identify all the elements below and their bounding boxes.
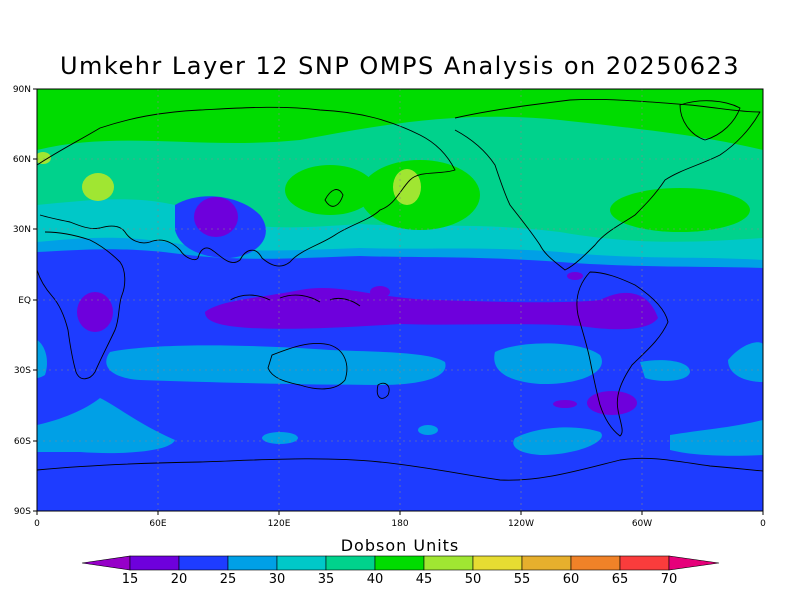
coast-europe-asia [37, 106, 456, 267]
colorbar-title: Dobson Units [340, 536, 460, 555]
coast-japan [324, 189, 344, 207]
colorbar-label-20: 20 [171, 572, 188, 587]
contour-south-25-30-d [728, 342, 763, 382]
lon-label-120e: 120E [268, 519, 291, 529]
coast-south-america [576, 271, 669, 437]
coast-australia [267, 343, 348, 390]
lat-label-30s: 30S [14, 366, 31, 376]
lon-label-60w: 60W [632, 519, 652, 529]
contour-equator-15-20 [205, 287, 658, 330]
contour-south-25-30-e [37, 340, 48, 378]
contour-south-25-30-c [640, 360, 690, 381]
coast-africa [37, 231, 126, 380]
contour-equator-15-20-dot2 [567, 272, 583, 280]
coastlines [37, 99, 763, 481]
contour-samerica-15-20b [553, 400, 577, 408]
colorbar-swatch-3 [227, 555, 278, 571]
map-title: Umkehr Layer 12 SNP OMPS Analysis on 202… [59, 52, 741, 80]
tick-marks [33, 88, 764, 515]
colorbar-swatch-7 [423, 555, 474, 571]
lon-label-180: 180 [391, 519, 408, 529]
colorbar-label-30: 30 [269, 572, 286, 587]
lon-label-120w: 120W [508, 519, 534, 529]
contour-equator-15-20-africa [77, 292, 113, 332]
colorbar-swatch-11 [619, 555, 670, 571]
contour-south-50s-d [513, 427, 602, 455]
contour-green-patch-central-asia [285, 165, 375, 215]
contour-spot-45-50-west [37, 152, 51, 164]
colorbar-label-60: 60 [563, 572, 580, 587]
colorbar-arrow-low [81, 555, 131, 571]
contour-equator-15-20-dot [370, 286, 390, 298]
contour-green-patch-atlantic [610, 188, 750, 232]
lon-labels: 0 60E 120E 180 120W 60W 0 [34, 519, 766, 529]
colorbar-label-45: 45 [416, 572, 433, 587]
contour-samerica-15-20 [587, 391, 637, 415]
contour-south-50s-e [670, 420, 763, 456]
colorbar-arrow-high [668, 555, 720, 571]
coast-greenland [679, 100, 741, 141]
lon-label-0: 0 [34, 519, 40, 529]
lat-labels: 90N 60N 30N EQ 30S 60S 90S [13, 85, 31, 517]
colorbar-label-35: 35 [318, 572, 335, 587]
contour-south-50s-c [418, 425, 438, 435]
map-panel [37, 89, 763, 511]
lat-label-90n: 90N [13, 85, 31, 95]
lat-label-60s: 60S [14, 437, 31, 447]
contour-south-50s-b [262, 432, 298, 444]
colorbar-swatch-9 [521, 555, 572, 571]
lat-label-60n: 60N [13, 155, 31, 165]
graticule [37, 89, 763, 511]
coast-indonesia [229, 294, 361, 307]
coast-north-america [454, 99, 761, 271]
colorbar-swatch-10 [570, 555, 621, 571]
colorbar-swatch-6 [374, 555, 425, 571]
lon-label-0-right: 0 [760, 519, 766, 529]
contour-south-50s-a [37, 398, 175, 454]
colorbar-label-55: 55 [514, 572, 531, 587]
colorbar-label-50: 50 [465, 572, 482, 587]
colorbar-label-25: 25 [220, 572, 237, 587]
colorbar-swatch-8 [472, 555, 523, 571]
colorbar-label-40: 40 [367, 572, 384, 587]
contour-asia-15-20 [194, 197, 238, 237]
contour-spot-45-50-europe [82, 173, 114, 201]
lon-label-60e: 60E [149, 519, 166, 529]
colorbar-label-65: 65 [612, 572, 629, 587]
colorbar-label-70: 70 [661, 572, 678, 587]
contour-spot-45-50-pacific [393, 169, 421, 205]
coast-newzealand [376, 382, 390, 399]
colorbar-swatch-2 [178, 555, 229, 571]
colorbar-swatch-5 [325, 555, 376, 571]
coast-antarctica [37, 457, 763, 481]
lat-label-eq: EQ [18, 296, 31, 306]
contour-green-patch-pacific [360, 160, 480, 230]
lat-label-90s: 90S [14, 507, 31, 517]
contour-south-25-30-a [106, 345, 446, 385]
colorbar-label-15: 15 [122, 572, 139, 587]
colorbar-swatch-4 [276, 555, 327, 571]
lat-label-30n: 30N [13, 225, 31, 235]
colorbar: 15 20 25 30 35 40 45 50 55 60 65 70 [81, 555, 720, 587]
colorbar-swatch-1 [129, 555, 180, 571]
